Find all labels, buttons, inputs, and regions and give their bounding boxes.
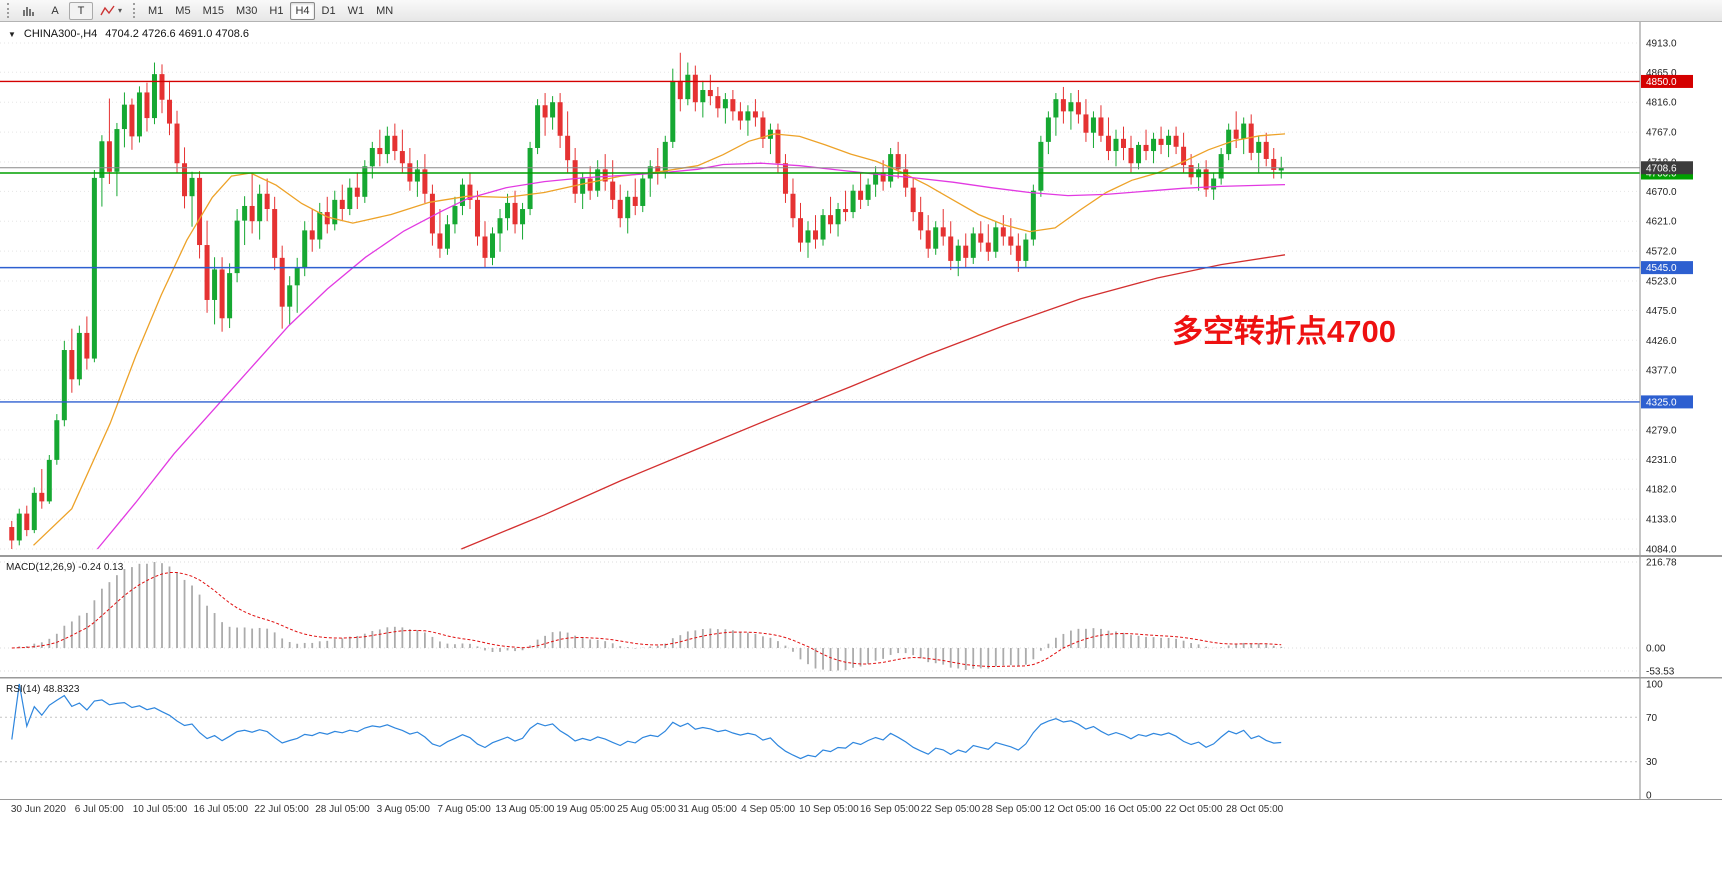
macd-tick-label: 216.78 — [1646, 558, 1677, 569]
timeframe-button-h1[interactable]: H1 — [264, 2, 288, 20]
timeframe-button-mn[interactable]: MN — [371, 2, 398, 20]
time-label: 28 Jul 05:00 — [315, 804, 370, 815]
panel-separator — [0, 799, 1722, 800]
time-label: 7 Aug 05:00 — [437, 804, 491, 815]
panel-separator[interactable] — [0, 677, 1722, 679]
candlesticks — [9, 52, 1284, 549]
ma-line-fast — [33, 133, 1286, 546]
price-tag-text: 4708.6 — [1646, 163, 1677, 174]
ma-line-mid — [96, 162, 1286, 550]
price-tag-4545.0 — [1641, 261, 1693, 275]
toolbar-drag-handle[interactable] — [7, 3, 11, 18]
time-label: 16 Jul 05:00 — [194, 804, 249, 815]
time-label: 6 Jul 05:00 — [75, 804, 124, 815]
price-tick-label: 4865.0 — [1646, 68, 1677, 79]
rsi-tick-label: 70 — [1646, 713, 1658, 724]
time-label: 25 Aug 05:00 — [617, 804, 676, 815]
price-tick-label: 4231.0 — [1646, 455, 1677, 466]
time-label: 19 Aug 05:00 — [556, 804, 615, 815]
timeframe-button-m30[interactable]: M30 — [231, 2, 262, 20]
chart-canvas[interactable]: 多空转折点4700 216.78 0.00 -53.53 100 70 30 0 4913… — [0, 22, 1722, 894]
cursor-tool-button[interactable]: A — [43, 2, 67, 20]
time-label: 4 Sep 05:00 — [741, 804, 795, 815]
macd-tick-label: -53.53 — [1646, 667, 1675, 678]
price-tick-label: 4621.0 — [1646, 217, 1677, 228]
annotation-text[interactable]: 多空转折点4700 — [1172, 314, 1396, 349]
price-tick-label: 4572.0 — [1646, 247, 1677, 258]
collapse-arrow-icon[interactable]: ▼ — [8, 29, 16, 39]
text-tool-label: T — [77, 4, 85, 17]
zigzag-icon — [100, 5, 115, 15]
price-tag-text: 4850.0 — [1646, 77, 1677, 88]
toolbar-separator-grip[interactable] — [133, 3, 137, 18]
time-label: 22 Sep 05:00 — [921, 804, 981, 815]
symbol-ohlc-label: ▼ CHINA300-,H4 4704.2 4726.6 4691.0 4708… — [8, 28, 249, 40]
time-label: 10 Sep 05:00 — [799, 804, 859, 815]
toolbar: A T ▾ M1 M5 M15 M30 H1 H4 D1 W1 MN — [0, 0, 1722, 22]
rsi-tick-label: 100 — [1646, 680, 1663, 691]
macd-panel: 216.78 0.00 -53.53 — [0, 558, 1677, 678]
price-tick-label: 4426.0 — [1646, 336, 1677, 347]
price-tag-4325.0 — [1641, 395, 1693, 409]
rsi-label: RSI(14) 48.8323 — [6, 684, 80, 695]
time-label: 28 Oct 05:00 — [1226, 804, 1284, 815]
bar-chart-button[interactable] — [17, 2, 41, 20]
grid-lines — [0, 42, 1640, 550]
time-label: 16 Sep 05:00 — [860, 804, 920, 815]
symbol-name: CHINA300-,H4 — [23, 28, 98, 40]
price-tick-label: 4816.0 — [1646, 98, 1677, 109]
timeframe-button-h4[interactable]: H4 — [290, 1, 315, 20]
moving-average-lines — [33, 133, 1286, 550]
timeframe-button-w1[interactable]: W1 — [343, 2, 370, 20]
time-label: 12 Oct 05:00 — [1044, 804, 1102, 815]
time-label: 10 Jul 05:00 — [133, 804, 188, 815]
dropdown-caret-icon: ▾ — [118, 6, 123, 15]
price-tick-label: 4913.0 — [1646, 39, 1677, 50]
ma-line-slow — [461, 254, 1286, 550]
price-tag-4850.0 — [1641, 74, 1693, 88]
time-label: 16 Oct 05:00 — [1104, 804, 1162, 815]
rsi-tick-label: 30 — [1646, 757, 1658, 768]
price-tick-label: 4084.0 — [1646, 545, 1677, 556]
price-tag-4708.6 — [1641, 161, 1693, 175]
price-tick-label: 4523.0 — [1646, 277, 1677, 288]
macd-label: MACD(12,26,9) -0.24 0.13 — [6, 562, 124, 573]
time-label: 22 Jul 05:00 — [254, 804, 309, 815]
symbol-ohlc: 4704.2 4726.6 4691.0 4708.6 — [105, 28, 250, 40]
horizontal-level-lines[interactable] — [0, 80, 1640, 403]
time-label: 31 Aug 05:00 — [678, 804, 737, 815]
price-tag-text: 4325.0 — [1646, 397, 1677, 408]
time-label: 13 Aug 05:00 — [495, 804, 554, 815]
price-tick-label: 4279.0 — [1646, 425, 1677, 436]
text-tool-button[interactable]: T — [69, 1, 93, 20]
macd-signal-line — [11, 572, 1282, 667]
bar-chart-icon — [23, 6, 34, 16]
time-label: 22 Oct 05:00 — [1165, 804, 1223, 815]
price-tick-label: 4670.0 — [1646, 187, 1677, 198]
timeframe-button-m5[interactable]: M5 — [170, 2, 195, 20]
price-axis[interactable]: 4913.04865.04816.04767.04718.04670.04621… — [0, 22, 1722, 800]
cursor-tool-label: A — [51, 4, 59, 17]
price-tick-label: 4182.0 — [1646, 485, 1677, 496]
indicators-button[interactable]: ▾ — [95, 2, 127, 20]
time-label: 28 Sep 05:00 — [982, 804, 1042, 815]
timeframe-button-m15[interactable]: M15 — [198, 2, 229, 20]
chart-window: ▼ CHINA300-,H4 4704.2 4726.6 4691.0 4708… — [0, 22, 1722, 894]
rsi-tick-label: 0 — [1646, 791, 1652, 802]
panel-separator[interactable] — [0, 555, 1722, 557]
price-tag-text: 4545.0 — [1646, 263, 1677, 274]
time-axis[interactable]: 30 Jun 2020 6 Jul 05:00 10 Jul 05:00 16 Jul… — [11, 804, 1284, 815]
timeframe-button-m1[interactable]: M1 — [143, 2, 168, 20]
rsi-line — [11, 683, 1282, 760]
price-tick-label: 4133.0 — [1646, 515, 1677, 526]
time-label: 30 Jun 2020 — [11, 804, 66, 815]
price-tick-label: 4475.0 — [1646, 306, 1677, 317]
macd-tick-label: 0.00 — [1646, 644, 1666, 655]
time-label: 3 Aug 05:00 — [377, 804, 431, 815]
timeframe-button-d1[interactable]: D1 — [317, 2, 341, 20]
price-tick-label: 4377.0 — [1646, 366, 1677, 377]
price-tick-label: 4767.0 — [1646, 128, 1677, 139]
rsi-panel: 100 70 30 0 — [0, 680, 1663, 802]
